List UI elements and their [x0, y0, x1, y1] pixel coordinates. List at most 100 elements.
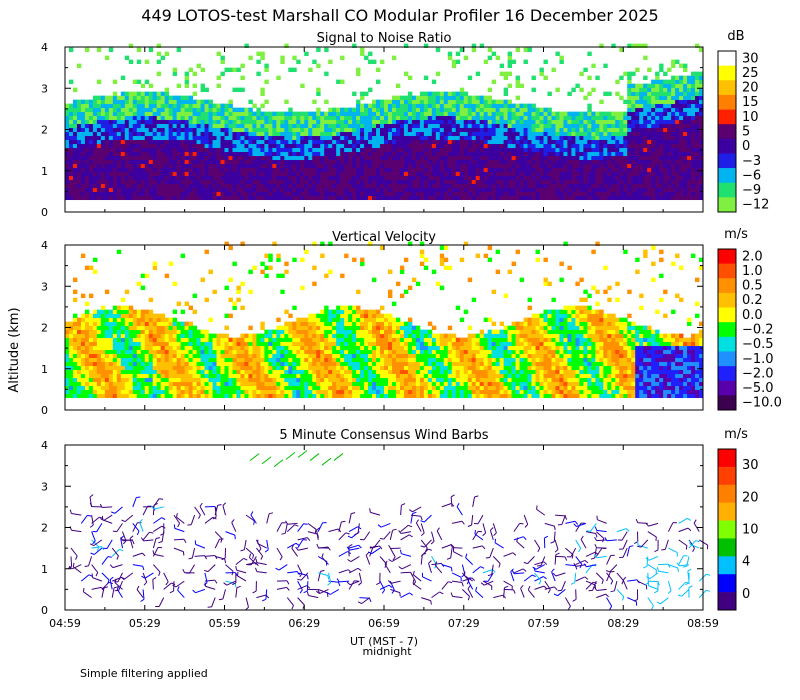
- heatmap-cell: [627, 147, 632, 153]
- heatmap-cell: [423, 99, 429, 105]
- heatmap-cell: [84, 143, 90, 149]
- heatmap-cell: [380, 119, 385, 125]
- heatmap-cell: [663, 139, 668, 145]
- heatmap-cell: [631, 71, 636, 77]
- heatmap-cell: [124, 143, 130, 149]
- heatmap-cell: [228, 147, 233, 153]
- heatmap-cell: [128, 187, 134, 193]
- heatmap-cell: [368, 103, 373, 109]
- heatmap-cell: [503, 195, 509, 201]
- heatmap-cell: [387, 119, 393, 125]
- heatmap-cell: [531, 187, 536, 193]
- heatmap-cell: [216, 135, 221, 141]
- heatmap-cell: [611, 195, 616, 201]
- heatmap-cell: [256, 51, 261, 57]
- heatmap-cell: [427, 195, 433, 201]
- heatmap-cell: [108, 99, 114, 105]
- heatmap-cell: [164, 353, 170, 359]
- heatmap-cell: [336, 163, 341, 169]
- heatmap-cell: [387, 111, 393, 117]
- heatmap-cell: [80, 365, 86, 371]
- heatmap-cell: [224, 159, 229, 165]
- heatmap-cell: [340, 135, 345, 141]
- heatmap-cell: [108, 179, 114, 185]
- heatmap-cell: [76, 373, 82, 379]
- heatmap-cell: [699, 167, 704, 173]
- heatmap-cell: [96, 361, 102, 367]
- heatmap-cell: [360, 131, 365, 137]
- heatmap-cell: [443, 99, 449, 105]
- heatmap-cell: [184, 71, 190, 77]
- heatmap-cell: [352, 143, 357, 149]
- heatmap-cell: [387, 151, 393, 157]
- heatmap-cell: [380, 59, 385, 65]
- heatmap-cell: [364, 123, 369, 129]
- heatmap-cell: [587, 139, 592, 145]
- heatmap-cell: [228, 187, 233, 193]
- heatmap-cell: [320, 183, 325, 189]
- heatmap-cell: [332, 167, 337, 173]
- heatmap-cell: [635, 183, 640, 189]
- heatmap-cell: [475, 143, 481, 149]
- heatmap-cell: [543, 163, 548, 169]
- heatmap-cell: [643, 195, 648, 201]
- heatmap-cell: [168, 381, 174, 387]
- heatmap-cell: [180, 143, 186, 149]
- heatmap-cell: [635, 87, 640, 93]
- heatmap-cell: [651, 175, 656, 181]
- heatmap-cell: [483, 195, 489, 201]
- heatmap-cell: [691, 155, 696, 161]
- heatmap-cell: [387, 175, 393, 181]
- heatmap-cell: [651, 155, 656, 161]
- heatmap-cell: [671, 147, 676, 153]
- heatmap-cell: [344, 183, 349, 189]
- heatmap-cell: [507, 111, 512, 117]
- heatmap-cell: [124, 393, 130, 399]
- heatmap-cell: [72, 87, 78, 93]
- heatmap-cell: [236, 151, 241, 157]
- heatmap-cell: [72, 111, 78, 117]
- heatmap-cell: [212, 111, 217, 117]
- heatmap-cell: [128, 107, 134, 113]
- heatmap-cell: [92, 385, 98, 391]
- heatmap-cell: [284, 143, 289, 149]
- heatmap-cell: [304, 187, 309, 193]
- heatmap-cell: [88, 167, 94, 173]
- heatmap-cell: [567, 183, 572, 189]
- heatmap-cell: [156, 365, 162, 371]
- heatmap-cell: [611, 183, 616, 189]
- heatmap-cell: [132, 95, 138, 101]
- heatmap-cell: [607, 147, 612, 153]
- heatmap-cell: [152, 321, 158, 327]
- heatmap-cell: [136, 341, 142, 347]
- heatmap-cell: [463, 95, 469, 101]
- heatmap-cell: [128, 163, 134, 169]
- heatmap-cell: [679, 87, 684, 93]
- heatmap-cell: [316, 187, 321, 193]
- heatmap-cell: [563, 191, 568, 197]
- heatmap-cell: [252, 167, 257, 173]
- heatmap-cell: [208, 179, 213, 185]
- heatmap-cell: [619, 127, 624, 133]
- heatmap-cell: [551, 115, 556, 121]
- heatmap-cell: [547, 171, 552, 177]
- heatmap-cell: [148, 131, 154, 137]
- heatmap-cell: [575, 147, 580, 153]
- heatmap-cell: [563, 195, 568, 201]
- heatmap-cell: [427, 187, 433, 193]
- heatmap-cell: [100, 131, 106, 137]
- heatmap-cell: [144, 381, 150, 387]
- heatmap-cell: [340, 139, 345, 145]
- heatmap-cell: [300, 167, 305, 173]
- heatmap-cell: [320, 187, 325, 193]
- heatmap-cell: [567, 195, 572, 201]
- heatmap-cell: [364, 127, 369, 133]
- heatmap-cell: [671, 135, 676, 141]
- heatmap-cell: [563, 179, 568, 185]
- heatmap-cell: [84, 385, 90, 391]
- heatmap-cell: [643, 131, 648, 137]
- heatmap-cell: [204, 175, 209, 181]
- heatmap-cell: [527, 167, 532, 173]
- heatmap-cell: [112, 345, 118, 351]
- heatmap-cell: [104, 309, 110, 315]
